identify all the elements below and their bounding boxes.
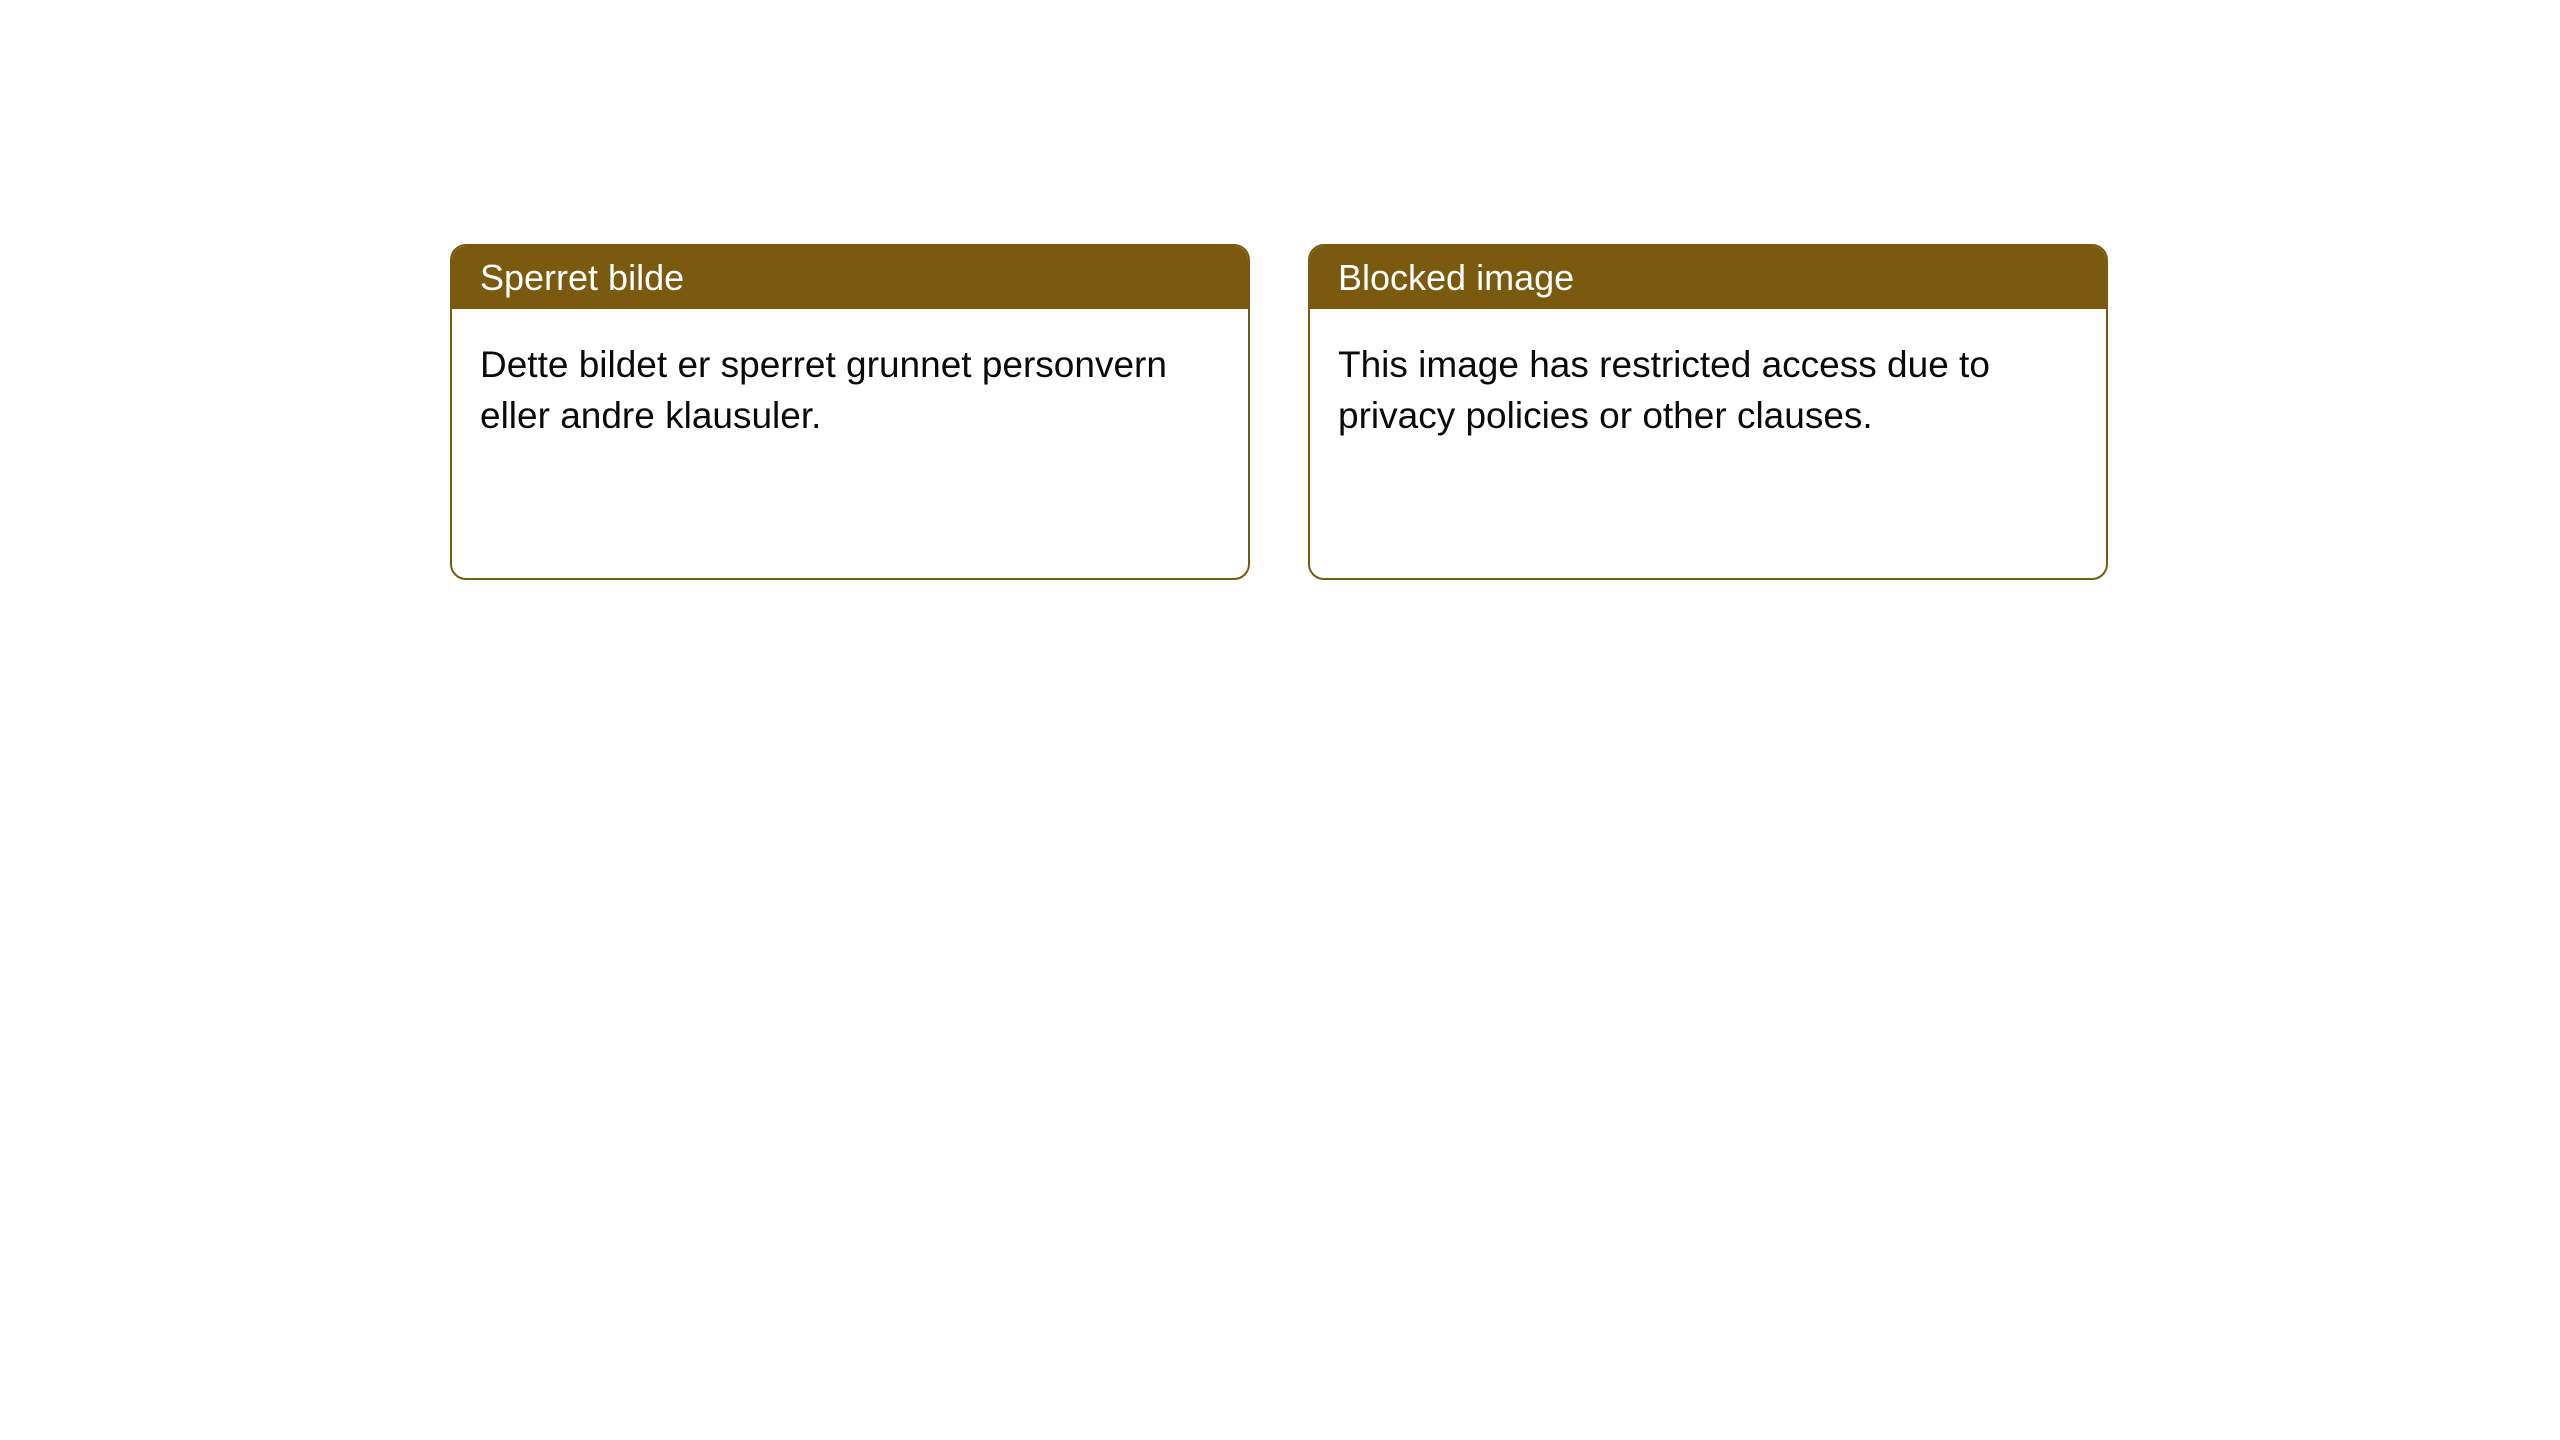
card-body-no: Dette bildet er sperret grunnet personve… (452, 309, 1248, 471)
blocked-image-card-en: Blocked image This image has restricted … (1308, 244, 2108, 580)
blocked-image-cards: Sperret bilde Dette bildet er sperret gr… (450, 244, 2560, 580)
card-title-en: Blocked image (1310, 246, 2106, 309)
card-body-en: This image has restricted access due to … (1310, 309, 2106, 471)
card-title-no: Sperret bilde (452, 246, 1248, 309)
blocked-image-card-no: Sperret bilde Dette bildet er sperret gr… (450, 244, 1250, 580)
